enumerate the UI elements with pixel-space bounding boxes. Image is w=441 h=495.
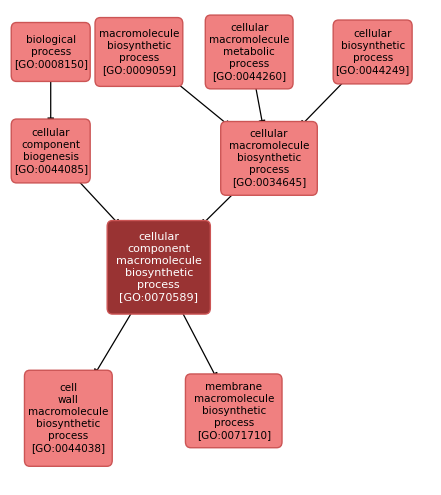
FancyBboxPatch shape: [185, 374, 282, 447]
FancyBboxPatch shape: [11, 22, 90, 81]
FancyBboxPatch shape: [11, 119, 90, 183]
Text: cellular
macromolecule
metabolic
process
[GO:0044260]: cellular macromolecule metabolic process…: [209, 23, 289, 81]
FancyBboxPatch shape: [333, 20, 412, 84]
Text: membrane
macromolecule
biosynthetic
process
[GO:0071710]: membrane macromolecule biosynthetic proc…: [194, 382, 274, 440]
FancyBboxPatch shape: [220, 121, 317, 195]
FancyBboxPatch shape: [205, 15, 293, 89]
FancyBboxPatch shape: [95, 17, 183, 86]
Text: cellular
biosynthetic
process
[GO:0044249]: cellular biosynthetic process [GO:004424…: [336, 29, 410, 75]
Text: macromolecule
biosynthetic
process
[GO:0009059]: macromolecule biosynthetic process [GO:0…: [99, 29, 179, 75]
Text: biological
process
[GO:0008150]: biological process [GO:0008150]: [14, 35, 88, 69]
FancyBboxPatch shape: [25, 370, 112, 466]
Text: cell
wall
macromolecule
biosynthetic
process
[GO:0044038]: cell wall macromolecule biosynthetic pro…: [28, 383, 108, 453]
Text: cellular
component
biogenesis
[GO:0044085]: cellular component biogenesis [GO:004408…: [14, 128, 88, 174]
Text: cellular
component
macromolecule
biosynthetic
process
[GO:0070589]: cellular component macromolecule biosynt…: [116, 232, 202, 302]
Text: cellular
macromolecule
biosynthetic
process
[GO:0034645]: cellular macromolecule biosynthetic proc…: [229, 129, 309, 188]
FancyBboxPatch shape: [107, 221, 210, 314]
